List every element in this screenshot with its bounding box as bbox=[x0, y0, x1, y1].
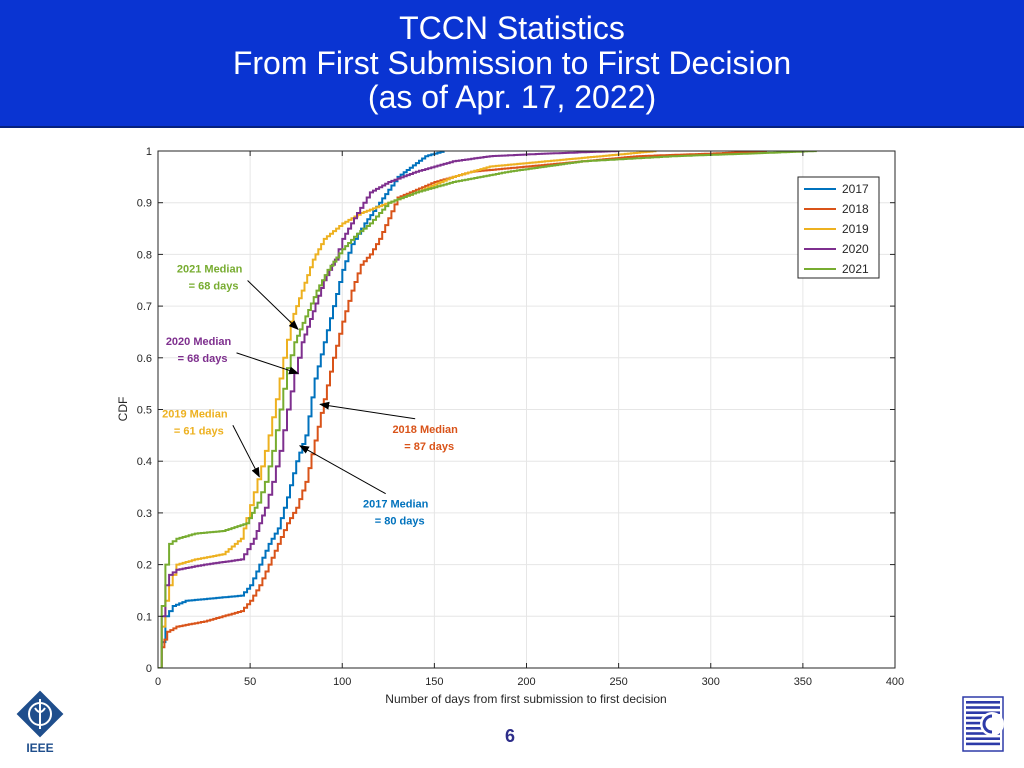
x-tick-label: 400 bbox=[886, 676, 904, 688]
slide-title-line-2: From First Submission to First Decision bbox=[232, 45, 792, 81]
median-annotation-value: = 61 days bbox=[174, 425, 224, 437]
axis-ticks: 0 50 100 150 200 250 300 350 400 0 0.1 0.2 0.3 0.4 0.5… bbox=[137, 146, 904, 688]
y-tick-label: 0.5 bbox=[137, 405, 152, 417]
x-tick-label: 350 bbox=[794, 676, 812, 688]
y-tick-label: 0 bbox=[146, 663, 152, 675]
series-lines bbox=[158, 151, 817, 668]
median-arrow bbox=[319, 401, 416, 420]
logo-stripe bbox=[966, 701, 1000, 704]
y-tick-label: 0.6 bbox=[137, 353, 152, 365]
ieee-logo-icon: IEEE bbox=[16, 690, 64, 755]
x-tick-label: 50 bbox=[244, 676, 256, 688]
title-banner: TCCN Statistics From First Submission to… bbox=[0, 0, 1024, 128]
median-annotation-title: 2021 Median bbox=[177, 263, 243, 275]
y-tick-label: 0.9 bbox=[137, 198, 152, 210]
median-arrow bbox=[236, 352, 299, 375]
y-tick-label: 0.2 bbox=[137, 560, 152, 572]
median-annotation-title: 2017 Median bbox=[363, 499, 429, 511]
median-arrow bbox=[298, 445, 386, 495]
median-annotation-value: = 87 days bbox=[404, 441, 454, 453]
x-tick-label: 150 bbox=[425, 676, 443, 688]
logo-stripe bbox=[966, 737, 1000, 740]
median-annotation-value: = 68 days bbox=[189, 280, 239, 292]
logo-stripe bbox=[966, 742, 1000, 746]
x-tick-label: 0 bbox=[155, 676, 161, 688]
y-axis-label: CDF bbox=[116, 397, 130, 422]
legend-label-2021: 2021 bbox=[842, 262, 869, 276]
median-annotation-value: = 68 days bbox=[178, 353, 228, 365]
x-tick-label: 100 bbox=[333, 676, 351, 688]
y-tick-label: 0.3 bbox=[137, 508, 152, 520]
slide-title-line-1: TCCN Statistics bbox=[399, 10, 625, 46]
median-annotation-title: 2020 Median bbox=[166, 336, 232, 348]
page-number: 6 bbox=[504, 726, 515, 746]
comsoc-logo-icon bbox=[962, 696, 1004, 752]
median-annotation-value: = 80 days bbox=[375, 516, 425, 528]
legend-label-2017: 2017 bbox=[842, 182, 869, 196]
median-annotations: 2021 Median = 68 days 2020 Median = 68 days… bbox=[162, 263, 458, 527]
chart-legend: 2017 2018 2019 2020 2021 bbox=[797, 176, 880, 279]
legend-label-2020: 2020 bbox=[842, 242, 869, 256]
median-annotation-title: 2019 Median bbox=[162, 408, 228, 420]
x-tick-label: 200 bbox=[517, 676, 535, 688]
logo-stripe bbox=[966, 711, 1000, 714]
legend-box bbox=[797, 176, 880, 279]
median-annotation-title: 2018 Median bbox=[392, 424, 458, 436]
legend-label-2018: 2018 bbox=[842, 202, 869, 216]
grid-lines bbox=[158, 151, 895, 668]
series-line-2020 bbox=[158, 151, 620, 668]
y-tick-label: 0.4 bbox=[137, 456, 152, 468]
y-tick-label: 0.8 bbox=[137, 249, 152, 261]
legend-label-2019: 2019 bbox=[842, 222, 869, 236]
logo-stripe bbox=[966, 706, 1000, 709]
slide-title-line-3: (as of Apr. 17, 2022) bbox=[367, 79, 657, 115]
cdf-chart: 0 50 100 150 200 250 300 350 400 0 0.1 0.2 0.3 0.4 0.5… bbox=[116, 146, 904, 706]
median-arrow bbox=[232, 425, 260, 478]
ieee-logo-text: IEEE bbox=[26, 741, 53, 755]
x-tick-label: 250 bbox=[609, 676, 627, 688]
x-axis-label: Number of days from first submission to … bbox=[385, 692, 666, 706]
x-tick-label: 300 bbox=[702, 676, 720, 688]
y-tick-label: 0.1 bbox=[137, 611, 152, 623]
series-line-2021 bbox=[158, 151, 817, 668]
logo-stripe bbox=[966, 732, 1000, 735]
y-tick-label: 0.7 bbox=[137, 301, 152, 313]
median-arrow bbox=[247, 280, 299, 331]
y-tick-label: 1 bbox=[146, 146, 152, 158]
